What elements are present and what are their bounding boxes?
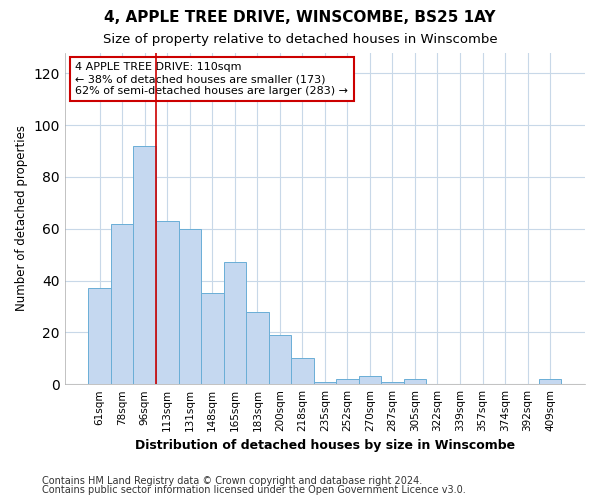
Bar xyxy=(291,358,314,384)
Bar xyxy=(539,379,562,384)
Bar xyxy=(269,335,291,384)
Text: Contains public sector information licensed under the Open Government Licence v3: Contains public sector information licen… xyxy=(42,485,466,495)
Text: Size of property relative to detached houses in Winscombe: Size of property relative to detached ho… xyxy=(103,32,497,46)
Bar xyxy=(359,376,381,384)
Text: Contains HM Land Registry data © Crown copyright and database right 2024.: Contains HM Land Registry data © Crown c… xyxy=(42,476,422,486)
Bar xyxy=(224,262,246,384)
Text: 4 APPLE TREE DRIVE: 110sqm
← 38% of detached houses are smaller (173)
62% of sem: 4 APPLE TREE DRIVE: 110sqm ← 38% of deta… xyxy=(75,62,348,96)
Bar xyxy=(336,379,359,384)
Bar xyxy=(381,382,404,384)
Bar xyxy=(404,379,426,384)
Y-axis label: Number of detached properties: Number of detached properties xyxy=(15,126,28,312)
Bar xyxy=(156,221,179,384)
Bar xyxy=(88,288,111,384)
Bar xyxy=(314,382,336,384)
Text: 4, APPLE TREE DRIVE, WINSCOMBE, BS25 1AY: 4, APPLE TREE DRIVE, WINSCOMBE, BS25 1AY xyxy=(104,10,496,25)
Bar xyxy=(246,312,269,384)
Bar xyxy=(133,146,156,384)
Bar xyxy=(111,224,133,384)
Bar xyxy=(201,294,224,384)
Bar xyxy=(179,228,201,384)
X-axis label: Distribution of detached houses by size in Winscombe: Distribution of detached houses by size … xyxy=(135,440,515,452)
